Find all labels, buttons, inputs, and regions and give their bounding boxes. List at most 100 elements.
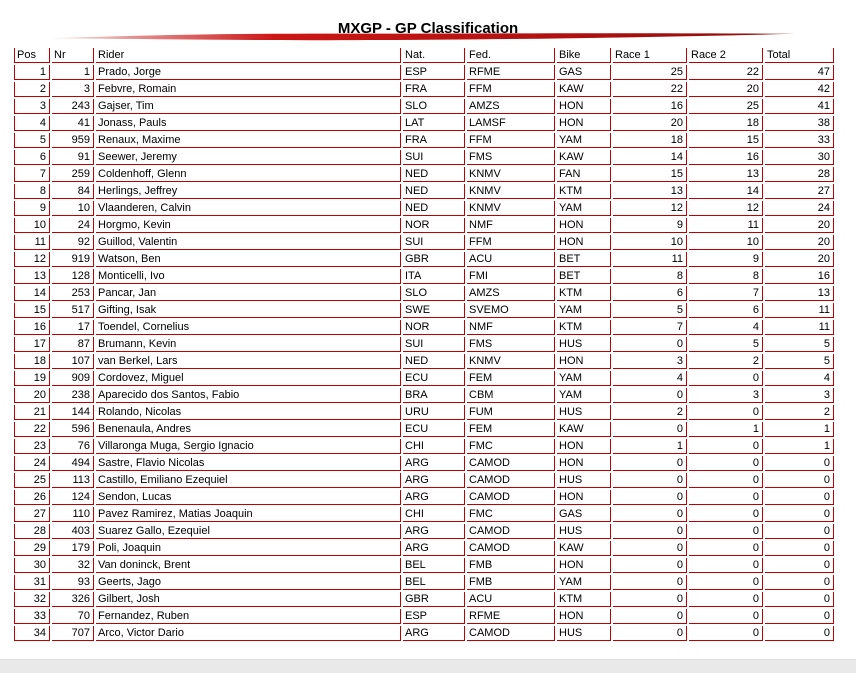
table-row: 23 76 Villaronga Muga, Sergio Ignacio CHI FM…: [14, 439, 834, 454]
cell-nr: 517: [52, 303, 94, 318]
cell-fed: FEM: [467, 422, 555, 437]
header-race1: Race 1: [613, 48, 687, 63]
cell-total: 27: [765, 184, 834, 199]
cell-race1: 0: [613, 456, 687, 471]
cell-total: 0: [765, 524, 834, 539]
cell-pos: 14: [14, 286, 50, 301]
table-row: 9 10 Vlaanderen, Calvin NED KNMV YAM 12 12 24: [14, 201, 834, 216]
cell-nr: 326: [52, 592, 94, 607]
cell-rider: Suarez Gallo, Ezequiel: [96, 524, 401, 539]
cell-fed: FFM: [467, 235, 555, 250]
cell-bike: HON: [557, 439, 611, 454]
cell-bike: HON: [557, 558, 611, 573]
cell-fed: RFME: [467, 65, 555, 80]
cell-nat: BRA: [403, 388, 465, 403]
cell-race1: 0: [613, 422, 687, 437]
cell-nat: NOR: [403, 218, 465, 233]
cell-pos: 12: [14, 252, 50, 267]
cell-fed: RFME: [467, 609, 555, 624]
cell-bike: HON: [557, 116, 611, 131]
table-row: 11 92 Guillod, Valentin SUI FFM HON 10 10 20: [14, 235, 834, 250]
cell-pos: 32: [14, 592, 50, 607]
cell-bike: HON: [557, 354, 611, 369]
table-row: 16 17 Toendel, Cornelius NOR NMF KTM 7 4 11: [14, 320, 834, 335]
cell-rider: Renaux, Maxime: [96, 133, 401, 148]
cell-nat: ARG: [403, 473, 465, 488]
cell-race2: 0: [689, 541, 763, 556]
cell-pos: 22: [14, 422, 50, 437]
cell-rider: Watson, Ben: [96, 252, 401, 267]
table-row: 18 107 van Berkel, Lars NED KNMV HON 3 2 5: [14, 354, 834, 369]
cell-rider: Prado, Jorge: [96, 65, 401, 80]
cell-race1: 0: [613, 609, 687, 624]
cell-total: 0: [765, 473, 834, 488]
header-nat: Nat.: [403, 48, 465, 63]
cell-rider: Van doninck, Brent: [96, 558, 401, 573]
cell-rider: Cordovez, Miguel: [96, 371, 401, 386]
cell-race2: 0: [689, 473, 763, 488]
cell-bike: BET: [557, 252, 611, 267]
cell-bike: HON: [557, 235, 611, 250]
cell-nat: LAT: [403, 116, 465, 131]
cell-race1: 3: [613, 354, 687, 369]
cell-nr: 93: [52, 575, 94, 590]
cell-fed: CAMOD: [467, 473, 555, 488]
table-row: 20 238 Aparecido dos Santos, Fabio BRA CBM YA…: [14, 388, 834, 403]
cell-race1: 20: [613, 116, 687, 131]
cell-rider: Sendon, Lucas: [96, 490, 401, 505]
cell-race1: 0: [613, 575, 687, 590]
cell-total: 3: [765, 388, 834, 403]
cell-fed: CAMOD: [467, 490, 555, 505]
cell-race2: 14: [689, 184, 763, 199]
cell-nr: 41: [52, 116, 94, 131]
cell-fed: LAMSF: [467, 116, 555, 131]
cell-pos: 1: [14, 65, 50, 80]
cell-nat: BEL: [403, 575, 465, 590]
page-title: MXGP - GP Classification: [337, 20, 519, 37]
cell-nr: 3: [52, 82, 94, 97]
cell-fed: CAMOD: [467, 541, 555, 556]
cell-race2: 0: [689, 558, 763, 573]
cell-rider: Guillod, Valentin: [96, 235, 401, 250]
cell-nr: 110: [52, 507, 94, 522]
cell-total: 11: [765, 320, 834, 335]
cell-nr: 403: [52, 524, 94, 539]
cell-race2: 6: [689, 303, 763, 318]
cell-nr: 70: [52, 609, 94, 624]
cell-nat: URU: [403, 405, 465, 420]
cell-fed: KNMV: [467, 201, 555, 216]
cell-race2: 0: [689, 609, 763, 624]
header-race2: Race 2: [689, 48, 763, 63]
header-pos: Pos: [14, 48, 50, 63]
cell-nat: NED: [403, 184, 465, 199]
cell-race1: 12: [613, 201, 687, 216]
cell-total: 0: [765, 490, 834, 505]
cell-nr: 17: [52, 320, 94, 335]
cell-pos: 7: [14, 167, 50, 182]
cell-bike: GAS: [557, 65, 611, 80]
cell-total: 20: [765, 218, 834, 233]
cell-race2: 0: [689, 575, 763, 590]
cell-bike: YAM: [557, 575, 611, 590]
cell-nr: 909: [52, 371, 94, 386]
cell-race2: 10: [689, 235, 763, 250]
cell-pos: 34: [14, 626, 50, 641]
cell-nat: SUI: [403, 235, 465, 250]
cell-pos: 17: [14, 337, 50, 352]
cell-race2: 5: [689, 337, 763, 352]
cell-nr: 494: [52, 456, 94, 471]
cell-nat: SUI: [403, 150, 465, 165]
cell-race1: 10: [613, 235, 687, 250]
cell-nr: 128: [52, 269, 94, 284]
cell-total: 33: [765, 133, 834, 148]
table-row: 29 179 Poli, Joaquin ARG CAMOD KAW 0 0 0: [14, 541, 834, 556]
cell-fed: AMZS: [467, 99, 555, 114]
cell-nr: 24: [52, 218, 94, 233]
cell-fed: KNMV: [467, 354, 555, 369]
cell-pos: 3: [14, 99, 50, 114]
cell-total: 0: [765, 456, 834, 471]
cell-race1: 25: [613, 65, 687, 80]
cell-race2: 12: [689, 201, 763, 216]
cell-pos: 5: [14, 133, 50, 148]
cell-fed: ACU: [467, 252, 555, 267]
